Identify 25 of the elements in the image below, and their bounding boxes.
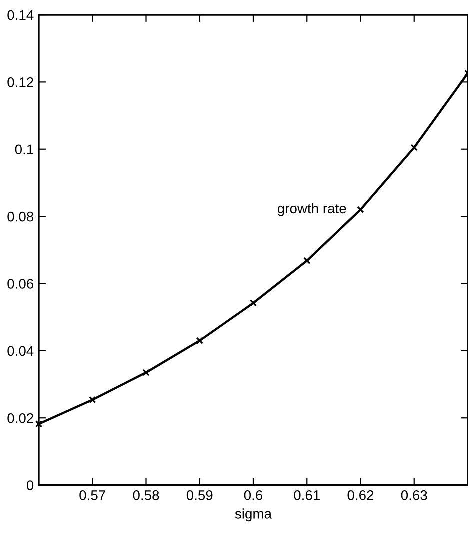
x-tick-label: 0.59: [186, 490, 213, 500]
y-tick-label: 0.1: [15, 144, 34, 155]
x-tick-label: 0.57: [80, 490, 106, 500]
y-tick-label: 0.02: [8, 413, 34, 424]
y-tick-label: 0.06: [8, 279, 34, 289]
point: [196, 337, 204, 344]
y-tick-label: 0.14: [8, 10, 34, 20]
x-tick-label: 0.61: [294, 490, 320, 500]
y-tick-label: 0.08: [8, 212, 34, 222]
point: [89, 396, 96, 404]
point: [142, 369, 150, 376]
point: [410, 144, 418, 152]
y-tick-label: 0: [26, 480, 34, 490]
x-tick-label: 0.62: [348, 490, 374, 500]
x-tick-label: 0.6: [244, 490, 263, 500]
point: [250, 300, 258, 307]
x-axis-title: sigma: [235, 508, 272, 522]
point: [357, 206, 364, 214]
y-tick-label: 0.04: [8, 346, 34, 356]
series-label: growth rate: [278, 203, 346, 216]
point: [304, 257, 311, 265]
x-tick-label: 0.58: [133, 490, 160, 500]
y-tick-label: 0.12: [8, 78, 34, 88]
x-tick-label: 0.63: [401, 490, 428, 500]
point: [35, 420, 43, 428]
